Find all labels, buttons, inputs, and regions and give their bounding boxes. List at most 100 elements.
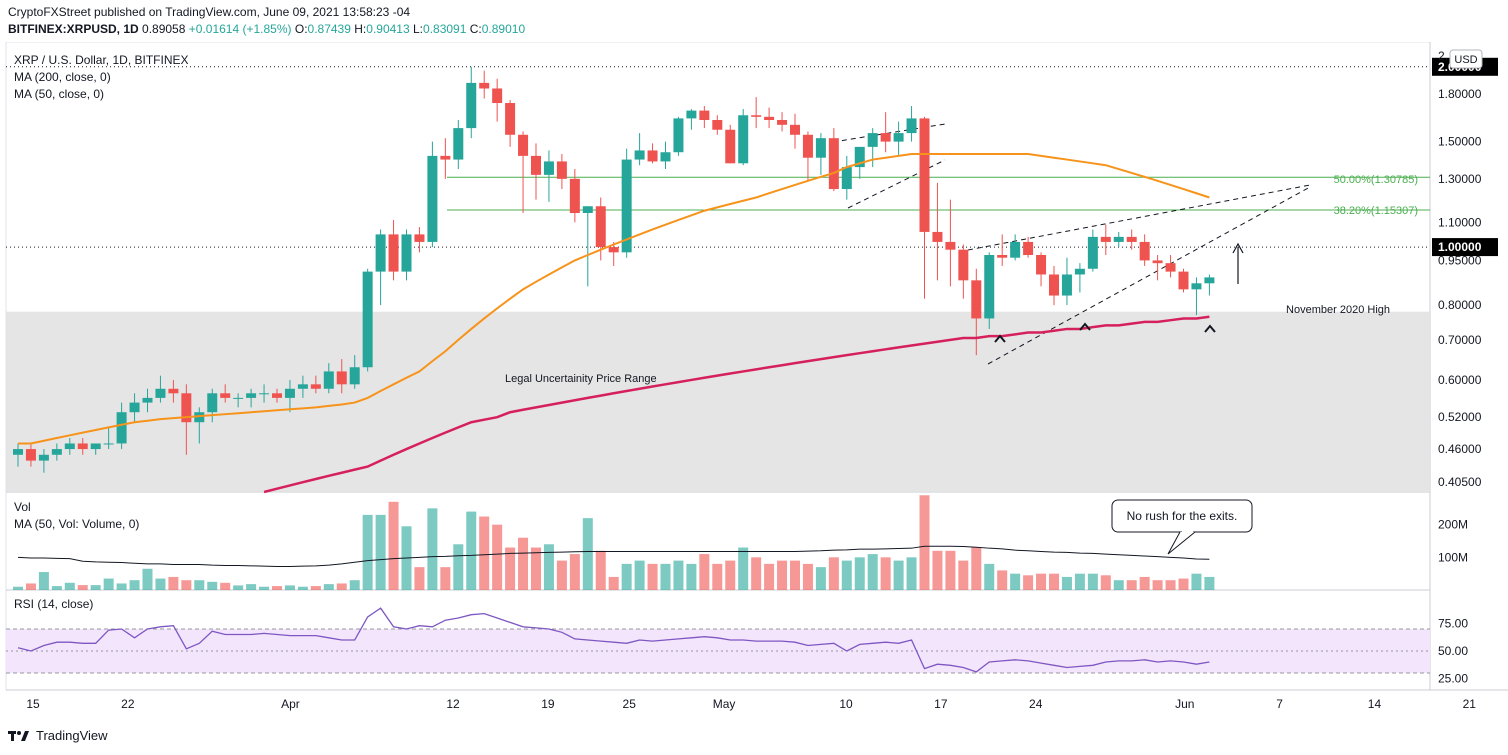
candle[interactable] — [492, 78, 503, 122]
candle-body[interactable] — [647, 150, 658, 162]
candle-body[interactable] — [725, 129, 736, 164]
candle[interactable] — [64, 437, 75, 455]
candle-body[interactable] — [971, 280, 982, 319]
candle-body[interactable] — [543, 161, 554, 175]
candle[interactable] — [790, 113, 800, 149]
candle[interactable] — [673, 116, 684, 156]
candle[interactable] — [815, 133, 826, 175]
candle-body[interactable] — [1152, 260, 1163, 264]
candle[interactable] — [505, 100, 516, 147]
candle-body[interactable] — [880, 133, 891, 142]
candle-body[interactable] — [13, 449, 23, 455]
candle[interactable] — [1152, 255, 1163, 281]
candle-body[interactable] — [1178, 271, 1189, 290]
candle-body[interactable] — [427, 155, 438, 242]
candle[interactable] — [828, 128, 839, 192]
candle[interactable] — [362, 268, 373, 372]
candle[interactable] — [103, 427, 114, 450]
candle[interactable] — [518, 131, 529, 214]
candle[interactable] — [919, 116, 930, 299]
candle-body[interactable] — [1191, 283, 1202, 290]
candle[interactable] — [155, 375, 166, 403]
candle-body[interactable] — [362, 271, 373, 368]
candle[interactable] — [1061, 257, 1072, 306]
candle[interactable] — [13, 443, 23, 467]
candle[interactable] — [323, 363, 334, 394]
candle[interactable] — [841, 155, 852, 200]
candle[interactable] — [945, 199, 956, 287]
candle[interactable] — [401, 229, 412, 281]
candle-body[interactable] — [919, 118, 930, 232]
candle-body[interactable] — [595, 206, 606, 248]
candle[interactable] — [414, 227, 425, 253]
footer-brand[interactable]: TradingView — [8, 728, 108, 743]
candle[interactable] — [336, 359, 347, 394]
candle-body[interactable] — [1087, 236, 1098, 269]
candle-body[interactable] — [1165, 263, 1176, 272]
candle-body[interactable] — [673, 118, 684, 153]
candle-body[interactable] — [1049, 274, 1059, 296]
candle-body[interactable] — [388, 234, 399, 272]
candle[interactable] — [738, 109, 749, 166]
candle-body[interactable] — [1100, 236, 1111, 242]
candle-body[interactable] — [932, 231, 943, 242]
candle[interactable] — [466, 66, 477, 139]
candle-body[interactable] — [142, 397, 153, 403]
candle[interactable] — [686, 109, 697, 130]
candle[interactable] — [660, 141, 671, 170]
candle[interactable] — [984, 252, 995, 329]
candle-body[interactable] — [284, 388, 295, 398]
candle-body[interactable] — [1113, 236, 1124, 242]
candle-body[interactable] — [531, 155, 541, 175]
candle-body[interactable] — [518, 134, 529, 156]
candle-body[interactable] — [297, 384, 308, 389]
currency-badge[interactable] — [1449, 49, 1483, 69]
candle-body[interactable] — [582, 206, 593, 214]
candle[interactable] — [349, 355, 360, 389]
candle-body[interactable] — [777, 119, 788, 125]
candle[interactable] — [1126, 229, 1137, 250]
candle[interactable] — [1204, 274, 1215, 296]
candle[interactable] — [958, 244, 969, 299]
candle[interactable] — [453, 119, 464, 170]
candle-body[interactable] — [1204, 277, 1215, 284]
candle[interactable] — [647, 143, 658, 164]
candle-body[interactable] — [38, 454, 49, 461]
candle[interactable] — [1074, 263, 1085, 293]
candle-body[interactable] — [984, 255, 995, 319]
candle-body[interactable] — [1061, 274, 1072, 296]
candle-body[interactable] — [64, 443, 75, 450]
candle-body[interactable] — [466, 82, 477, 129]
candle[interactable] — [997, 234, 1008, 266]
candle-body[interactable] — [401, 234, 412, 272]
candle-body[interactable] — [1139, 241, 1150, 261]
candle-body[interactable] — [764, 116, 775, 120]
candle[interactable] — [427, 141, 438, 248]
candle-body[interactable] — [854, 146, 865, 168]
candle[interactable] — [116, 402, 127, 450]
candle[interactable] — [1113, 231, 1124, 248]
candle-body[interactable] — [323, 371, 334, 389]
candle-body[interactable] — [155, 388, 166, 398]
candle-body[interactable] — [841, 167, 852, 190]
candle[interactable] — [556, 154, 567, 190]
candle-body[interactable] — [349, 367, 360, 385]
candle-body[interactable] — [103, 443, 114, 445]
candle-body[interactable] — [1010, 241, 1021, 258]
candle-body[interactable] — [129, 402, 140, 413]
candle[interactable] — [259, 384, 270, 403]
candle-body[interactable] — [867, 133, 878, 147]
candle[interactable] — [712, 115, 723, 135]
candle[interactable] — [699, 106, 710, 129]
candle-body[interactable] — [375, 234, 386, 272]
candle[interactable] — [531, 143, 541, 200]
candle-body[interactable] — [116, 412, 127, 444]
candle[interactable] — [246, 388, 257, 408]
candle[interactable] — [51, 443, 62, 461]
candle-body[interactable] — [1126, 236, 1137, 242]
candle[interactable] — [543, 150, 554, 202]
candle[interactable] — [1178, 268, 1189, 293]
candle-body[interactable] — [479, 82, 490, 89]
candle-body[interactable] — [958, 249, 969, 281]
candle-body[interactable] — [259, 393, 270, 395]
